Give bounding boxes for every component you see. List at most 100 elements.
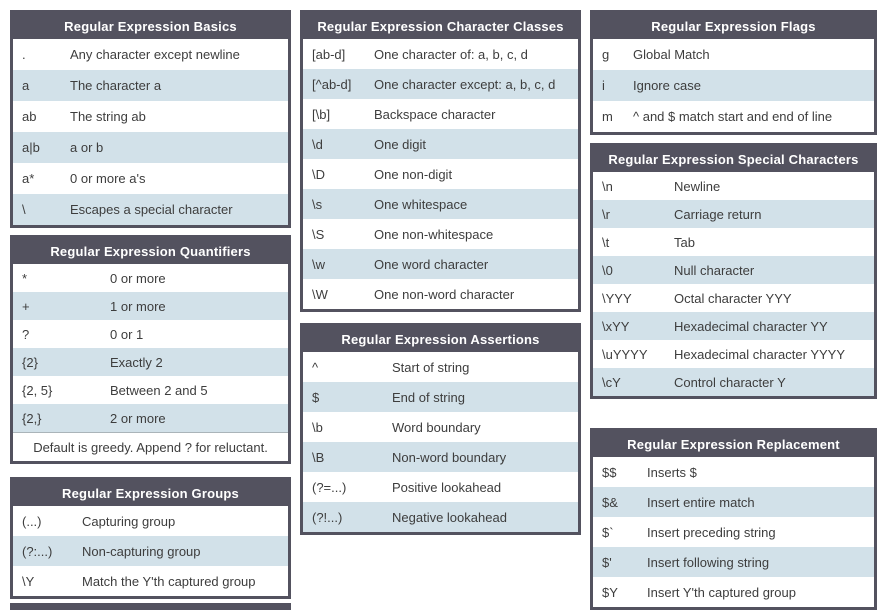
pattern-symbol: ^ <box>312 359 319 375</box>
pattern-description: Newline <box>674 178 721 194</box>
pattern-symbol: (?:...) <box>22 543 53 559</box>
table-row: \t Tab <box>593 228 874 256</box>
table-row: \n Newline <box>593 172 874 200</box>
table-row: (...) Capturing group <box>13 506 288 536</box>
table-title: Regular Expression Groups <box>13 480 288 506</box>
pattern-symbol: [ab-d] <box>312 46 346 62</box>
pattern-symbol: \YYY <box>602 290 632 306</box>
table-row: \uYYYY Hexadecimal character YYYY <box>593 340 874 368</box>
table-row: $& Insert entire match <box>593 487 874 517</box>
pattern-symbol: [\b] <box>312 106 331 122</box>
pattern-symbol: $ <box>312 389 320 405</box>
pattern-symbol: a <box>22 78 30 93</box>
table-row: * 0 or more <box>13 264 288 292</box>
table-title: Regular Expression Replacement <box>593 431 874 457</box>
table-body: \n Newline \r Carriage return \t Tab \0 Null ch… <box>593 172 874 396</box>
pattern-description: ^ and $ match start and end of line <box>633 109 833 124</box>
pattern-description: Ignore case <box>633 78 701 93</box>
pattern-description: Insert entire match <box>647 494 755 510</box>
table-row: \D One non-digit <box>303 159 578 189</box>
table-title: Regular Expression Flags <box>593 13 874 39</box>
pattern-description: One non-word character <box>374 286 515 302</box>
table-regex-replacement: Regular Expression Replacement $$ Inserts… <box>590 428 877 610</box>
pattern-symbol: \0 <box>602 262 613 278</box>
table-row: \0 Null character <box>593 256 874 284</box>
pattern-description: Non-word boundary <box>392 449 507 465</box>
pattern-description: One character of: a, b, c, d <box>374 46 528 62</box>
pattern-description: Start of string <box>392 359 470 375</box>
table-row: a The character a <box>13 70 288 101</box>
pattern-description: Control character Y <box>674 374 786 390</box>
table-body: g Global Match i Ignore case m ^ and $ match … <box>593 39 874 132</box>
table-row: \YYY Octal character YYY <box>593 284 874 312</box>
pattern-description: One whitespace <box>374 196 468 212</box>
pattern-description: The string ab <box>70 109 146 124</box>
pattern-description: Insert following string <box>647 554 770 570</box>
pattern-symbol: \r <box>602 206 610 222</box>
pattern-symbol: \w <box>312 256 325 272</box>
table-row: m ^ and $ match start and end of line <box>593 101 874 132</box>
table-row: [\b] Backspace character <box>303 99 578 129</box>
table-row: $ End of string <box>303 382 578 412</box>
table-row: $` Insert preceding string <box>593 517 874 547</box>
table-title: Regular Expression Basics <box>13 13 288 39</box>
pattern-symbol: {2, 5} <box>22 382 53 398</box>
table-row: \d One digit <box>303 129 578 159</box>
table-row: \xYY Hexadecimal character YY <box>593 312 874 340</box>
pattern-symbol: \D <box>312 166 325 182</box>
table-row: . Any character except newline <box>13 39 288 70</box>
pattern-description: Null character <box>674 262 755 278</box>
table-regex-flags: Regular Expression Flags g Global Match i I… <box>590 10 877 135</box>
table-regex-groups: Regular Expression Groups (...) Capturing… <box>10 477 291 599</box>
table-row: ? 0 or 1 <box>13 320 288 348</box>
pattern-symbol: $` <box>602 524 614 540</box>
pattern-symbol: {2,} <box>22 410 42 426</box>
pattern-description: Global Match <box>633 47 710 62</box>
table-regex-quantifiers: Regular Expression Quantifiers * 0 or mor… <box>10 235 291 464</box>
table-row: \B Non-word boundary <box>303 442 578 472</box>
table-row: g Global Match <box>593 39 874 70</box>
table-row: \S One non-whitespace <box>303 219 578 249</box>
pattern-description: Octal character YYY <box>674 290 792 306</box>
table-row: {2,} 2 or more <box>13 404 288 432</box>
pattern-symbol: i <box>602 78 605 93</box>
pattern-symbol: * <box>22 270 28 286</box>
table-row: {2} Exactly 2 <box>13 348 288 376</box>
pattern-description: 1 or more <box>110 298 166 314</box>
pattern-description: Tab <box>674 234 695 250</box>
pattern-symbol: . <box>22 47 26 62</box>
pattern-symbol: \S <box>312 226 325 242</box>
pattern-symbol: \xYY <box>602 318 630 334</box>
pattern-description: Positive lookahead <box>392 479 502 495</box>
pattern-symbol: [^ab-d] <box>312 76 352 92</box>
pattern-description: a or b <box>70 140 104 155</box>
pattern-symbol: \cY <box>602 374 621 390</box>
pattern-symbol: ? <box>22 326 30 342</box>
table-title: Regular Expression Quantifiers <box>13 238 288 264</box>
table-row: (?:...) Non-capturing group <box>13 536 288 566</box>
table-row: ^ Start of string <box>303 352 578 382</box>
pattern-symbol: \B <box>312 449 325 465</box>
pattern-description: Inserts $ <box>647 464 697 480</box>
table-row: \s One whitespace <box>303 189 578 219</box>
pattern-symbol: $Y <box>602 584 618 600</box>
pattern-symbol: $$ <box>602 464 617 480</box>
table-title: Regular Expression Special Characters <box>593 146 874 172</box>
pattern-description: One non-whitespace <box>374 226 494 242</box>
pattern-description: Insert Y'th captured group <box>647 584 796 600</box>
pattern-description: Negative lookahead <box>392 509 507 525</box>
pattern-symbol: + <box>22 298 30 314</box>
cutoff-table-header <box>10 603 291 610</box>
table-body: [ab-d] One character of: a, b, c, d [^ab-d… <box>303 39 578 309</box>
greedy-note: Default is greedy. Append ? for reluctan… <box>13 432 288 461</box>
pattern-description: 0 or 1 <box>110 326 144 342</box>
pattern-description: Exactly 2 <box>110 354 163 370</box>
pattern-description: 0 or more <box>110 270 166 286</box>
pattern-description: Between 2 and 5 <box>110 382 208 398</box>
table-row: \Y Match the Y'th captured group <box>13 566 288 596</box>
pattern-symbol: \ <box>22 202 26 217</box>
table-row: [ab-d] One character of: a, b, c, d <box>303 39 578 69</box>
pattern-symbol: \uYYYY <box>602 346 648 362</box>
table-row: a|b a or b <box>13 132 288 163</box>
table-body: * 0 or more +1 or more? 0 or 1 {2} Exactly 2 {… <box>13 264 288 432</box>
